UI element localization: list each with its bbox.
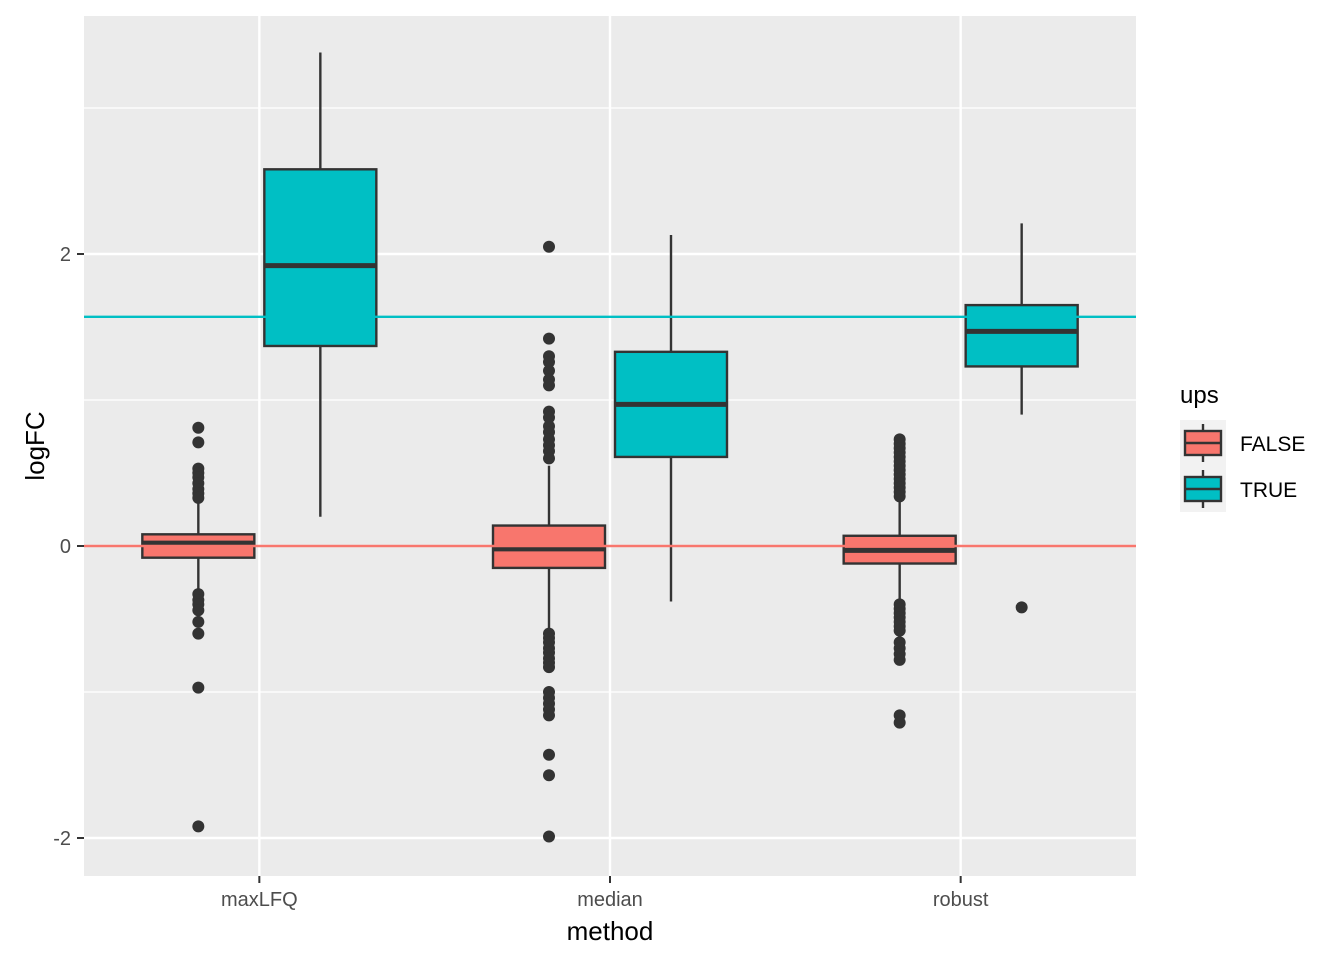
outlier-point [192, 491, 205, 504]
box-true-median [613, 235, 729, 602]
box-iqr [263, 168, 378, 348]
outlier-point [543, 240, 555, 253]
y-tick-label: 2 [60, 244, 71, 266]
box-true-robust [964, 223, 1079, 614]
outlier-point [543, 332, 555, 345]
box-false-maxlfq [141, 421, 256, 833]
outlier-point [893, 624, 906, 637]
outlier-point [543, 364, 555, 377]
axes: method logFC -2 0 2 maxLFQ median robust [20, 244, 989, 946]
data-layer [84, 52, 1136, 843]
y-axis-title: logFC [20, 411, 50, 480]
outlier-point [1015, 601, 1028, 614]
outlier-point [192, 604, 205, 617]
plot-panel [84, 16, 1136, 876]
outlier-point [893, 716, 906, 729]
outlier-point [543, 661, 555, 674]
legend-label: FALSE [1240, 433, 1305, 456]
x-tick-label: median [577, 889, 643, 911]
outlier-point [543, 379, 555, 392]
legend-item-true: TRUE [1180, 466, 1297, 512]
x-axis-title: method [567, 916, 654, 946]
outlier-point [192, 627, 205, 640]
legend-label: TRUE [1240, 479, 1297, 502]
outlier-point [543, 709, 555, 722]
outlier-point [192, 421, 205, 434]
outlier-point [893, 490, 906, 503]
outlier-point [543, 452, 555, 465]
y-tick-label: 0 [60, 536, 71, 558]
legend: ups FALSE TRUE [1180, 382, 1305, 512]
legend-title: ups [1180, 382, 1219, 409]
outlier-point [543, 769, 555, 782]
outlier-point [543, 356, 555, 369]
legend-item-false: FALSE [1180, 420, 1305, 466]
box-false-median [491, 240, 607, 843]
outlier-point [192, 681, 205, 694]
outlier-point [192, 436, 205, 449]
x-tick-label: maxLFQ [221, 889, 298, 911]
box-false-robust [842, 433, 957, 729]
x-tick-label: robust [933, 889, 989, 911]
box-iqr [964, 303, 1079, 368]
outlier-point [543, 748, 555, 761]
outlier-point [543, 830, 555, 843]
outlier-point [192, 820, 205, 833]
outlier-point [192, 615, 205, 628]
y-tick-label: -2 [53, 828, 71, 850]
outlier-point [893, 653, 906, 666]
outlier-point [543, 411, 555, 424]
